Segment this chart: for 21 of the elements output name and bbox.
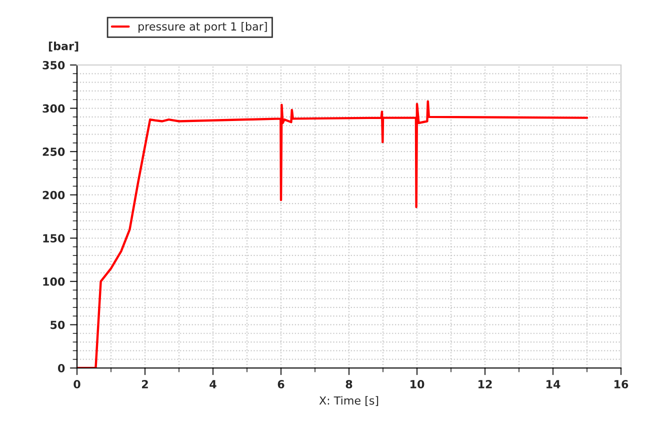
y-tick-label: 100: [43, 277, 65, 286]
x-tick-label: 8: [346, 380, 352, 388]
x-tick-label: 2: [142, 380, 148, 388]
y-tick-label: 250: [42, 148, 65, 156]
x-axis-title: X: Time [s]: [319, 396, 378, 406]
legend-label: pressure at port 1 [bar]: [138, 22, 267, 33]
x-tick-label: 6: [278, 380, 284, 388]
y-axis-title: [bar]: [48, 42, 78, 52]
line-series: [77, 100, 588, 368]
y-tick-label: 200: [42, 190, 65, 200]
x-tick-label: 4: [210, 380, 216, 388]
x-tick-label: 0: [74, 380, 80, 388]
x-tick-label: 14: [546, 380, 560, 388]
y-tick-label: 50: [50, 320, 65, 330]
x-tick-label: 16: [614, 380, 628, 388]
x-tick-label: 12: [478, 380, 492, 388]
y-tick-label: 150: [43, 234, 65, 243]
y-tick-label: 300: [42, 104, 65, 113]
x-tick-label: 10: [410, 380, 424, 388]
y-tick-label: 350: [42, 60, 65, 70]
y-tick-label: 0: [58, 364, 65, 372]
